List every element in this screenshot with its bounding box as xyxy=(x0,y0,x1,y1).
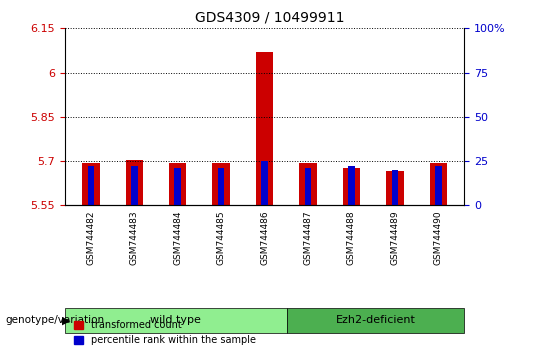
Bar xyxy=(212,164,230,205)
Bar xyxy=(256,52,273,205)
Bar xyxy=(299,164,317,205)
Bar xyxy=(348,166,355,205)
Bar xyxy=(386,171,403,205)
Bar xyxy=(131,166,138,205)
Bar xyxy=(343,168,360,205)
Bar xyxy=(174,168,181,205)
Legend: transformed count, percentile rank within the sample: transformed count, percentile rank withi… xyxy=(70,316,260,349)
Bar xyxy=(218,168,225,205)
Bar xyxy=(430,163,447,205)
Text: ▶: ▶ xyxy=(62,315,71,325)
Bar xyxy=(126,160,143,205)
Bar xyxy=(261,161,268,205)
Text: GDS4309 / 10499911: GDS4309 / 10499911 xyxy=(195,11,345,25)
Bar xyxy=(169,163,186,205)
Bar xyxy=(82,162,99,205)
Text: Ezh2-deficient: Ezh2-deficient xyxy=(336,315,416,325)
Text: genotype/variation: genotype/variation xyxy=(5,315,105,325)
Text: wild type: wild type xyxy=(150,315,201,325)
Bar xyxy=(87,166,94,205)
Bar xyxy=(435,166,442,205)
Bar xyxy=(392,170,398,205)
Bar xyxy=(305,168,311,205)
